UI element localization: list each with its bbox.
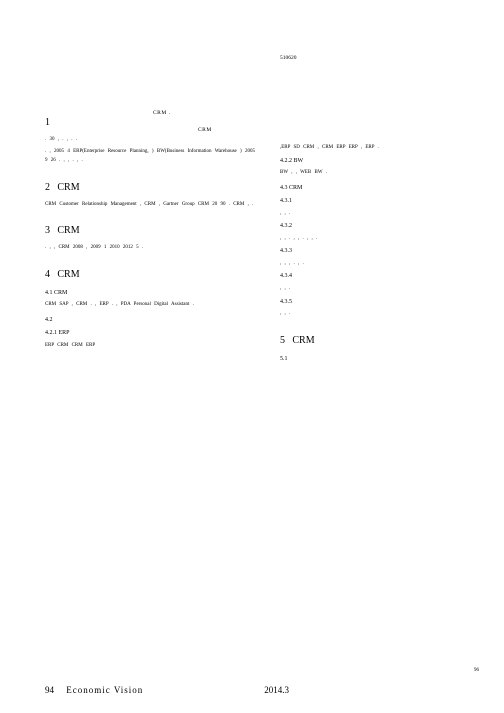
section-5: 5 CRM <box>280 333 490 349</box>
section-2-num: 2 <box>45 182 50 193</box>
subsub-4-3-2: 4.3.2 <box>280 222 490 232</box>
footer: 94 Economic Vision 2014.3 <box>45 685 479 695</box>
column-left: 1 . 30 , . , . . . , 2005 4 ERP(Enterpri… <box>45 75 255 352</box>
subsub-4-3-4: 4.3.4 <box>280 272 490 282</box>
r0-para: ,ERP SD CRM , CRM ERP ERP , ERP . <box>280 143 490 153</box>
subsub-4-3-3: 4.3.3 <box>280 247 490 257</box>
section-1-num: 1 <box>45 117 50 128</box>
section-5-title: CRM <box>292 335 314 346</box>
s4-3-1-para: , , . <box>280 209 490 219</box>
column-right: ,ERP SD CRM , CRM ERP ERP , ERP . 4.2.2 … <box>280 75 490 366</box>
footer-title: Economic Vision <box>66 685 143 695</box>
s1-para-1: . 30 , . , . . <box>45 135 255 145</box>
footer-page-num: 94 <box>45 685 54 695</box>
subsub-4-3-5: 4.3.5 <box>280 298 490 308</box>
subsub-4-2-2: 4.2.2 BW <box>280 157 490 167</box>
section-4-num: 4 <box>45 269 50 280</box>
sub-4-1: 4.1 CRM <box>45 289 255 299</box>
subsub-4-3-1: 4.3.1 <box>280 197 490 207</box>
section-3-num: 3 <box>45 225 50 236</box>
tiny-page-num: 96 <box>474 668 479 673</box>
top-code: 510620 <box>280 55 297 61</box>
sub-4-2: 4.2 <box>45 316 255 326</box>
s4-2-2-para: BW , , WEB BW . <box>280 168 490 178</box>
section-2: 2 CRM <box>45 180 255 196</box>
sub-4-3: 4.3 CRM <box>280 184 490 194</box>
section-4: 4 CRM <box>45 267 255 283</box>
section-1: 1 <box>45 115 255 131</box>
section-5-num: 5 <box>280 335 285 346</box>
section-3-title: CRM <box>57 225 79 236</box>
section-4-title: CRM <box>57 269 79 280</box>
s4-1-para: CRM SAP , CRM . , ERP . , PDA Personal D… <box>45 300 255 310</box>
subsub-4-2-1: 4.2.1 ERP <box>45 329 255 339</box>
s3-para-1: . , , CRM 2008 , 2009 1 2010 2012 5 . <box>45 243 255 253</box>
sub-5-1: 5.1 <box>280 355 490 365</box>
section-3: 3 CRM <box>45 223 255 239</box>
s2-para-1: CRM Customer Relationship Management , C… <box>45 200 255 210</box>
s4-3-2-para: , , . , , . , , . <box>280 234 490 244</box>
s4-2-1-para: ERP CRM CRM ERP <box>45 341 255 351</box>
section-2-title: CRM <box>57 182 79 193</box>
s1-para-2: . , 2005 4 ERP(Enterprise Resource Plann… <box>45 147 255 166</box>
s4-3-4-para: , , . <box>280 284 490 294</box>
footer-date: 2014.3 <box>264 685 289 695</box>
s4-3-5-para: , , . <box>280 309 490 319</box>
s4-3-3-para: , , , . , . <box>280 259 490 269</box>
